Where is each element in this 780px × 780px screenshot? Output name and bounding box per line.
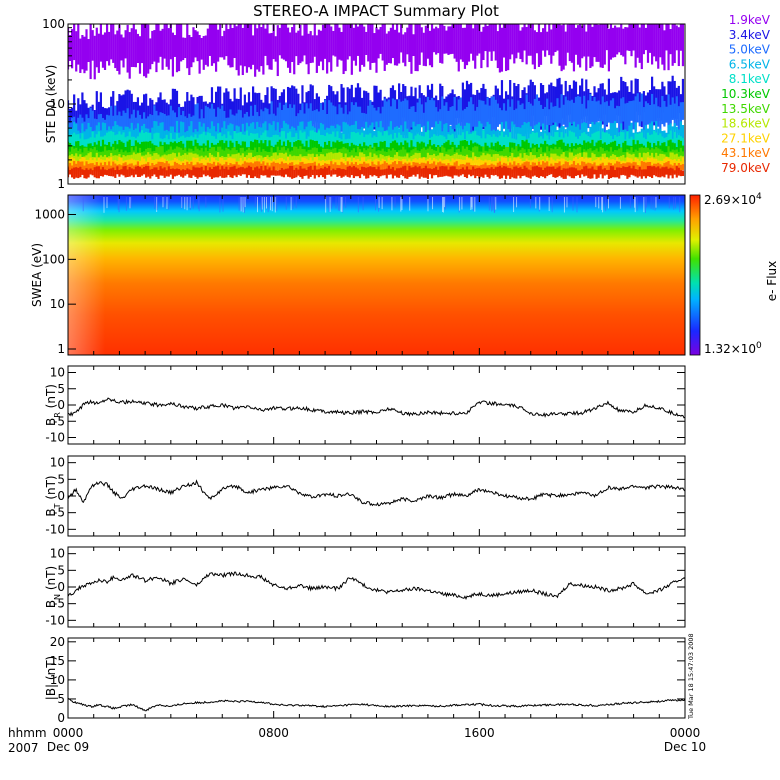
bt-tick-label: 5 bbox=[57, 472, 65, 486]
bmag-y-label: |B| (nT) bbox=[44, 656, 58, 700]
bmag-tick-label: 0 bbox=[57, 711, 65, 725]
bt-frame bbox=[67, 455, 686, 537]
generation-timestamp: Tue Mar 18 15:47:03 2008 bbox=[687, 633, 695, 720]
x-tick-hhmm: 0000 bbox=[670, 726, 701, 740]
swea-y-axis: 1 10 100 1000 bbox=[34, 207, 76, 356]
legend-item: 79.0keV bbox=[721, 161, 771, 175]
ste-tick-label: 100 bbox=[42, 17, 65, 31]
bmag-y-axis: 0 5 10 15 20 bbox=[50, 635, 685, 725]
bmag-tick-label: 15 bbox=[50, 654, 65, 668]
legend-item: 8.1keV bbox=[729, 72, 771, 86]
br-series-line bbox=[68, 397, 685, 419]
bt-series-line bbox=[68, 479, 685, 507]
ste-y-axis: 1 10 100 bbox=[42, 17, 76, 191]
bt-tick-label: -10 bbox=[45, 522, 65, 536]
swea-tick-label: 10 bbox=[50, 297, 65, 311]
x-tick-hhmm: 1600 bbox=[464, 726, 495, 740]
br-tick-label: 5 bbox=[57, 382, 65, 396]
legend-item: 18.6keV bbox=[721, 117, 771, 131]
br-tick-label: 10 bbox=[50, 366, 65, 380]
bmag-panel: 0 5 10 15 20 |B| (nT) Tue Mar 18 15:47:03 20… bbox=[44, 633, 695, 725]
bmag-tick-label: 20 bbox=[50, 635, 65, 649]
ste-spectra bbox=[68, 24, 685, 180]
swea-streaks bbox=[82, 197, 681, 213]
x-tick-hhmm: 0800 bbox=[258, 726, 289, 740]
bmag-tick-label: 5 bbox=[57, 692, 65, 706]
swea-tick-label: 1000 bbox=[34, 207, 65, 221]
br-tick-label: -10 bbox=[45, 431, 65, 445]
legend-item: 43.1keV bbox=[721, 146, 771, 160]
legend-item: 27.1keV bbox=[721, 131, 771, 145]
bt-tick-label: 10 bbox=[50, 456, 65, 470]
bn-tick-label: 10 bbox=[50, 547, 65, 561]
ste-tick-label: 1 bbox=[57, 177, 65, 191]
br-tick-label: 0 bbox=[57, 398, 65, 412]
ste-tick-label: 10 bbox=[50, 97, 65, 111]
x-tick-date: Dec 09 bbox=[47, 740, 89, 754]
colorbar-label: e- Flux bbox=[765, 261, 779, 301]
bmag-tick-label: 10 bbox=[50, 673, 65, 687]
ste-y-label: STE D0 (keV) bbox=[44, 65, 58, 144]
ste-panel: 1 10 100 STE D0 (keV) 1.9keV3.4keV5.0keV6.… bbox=[42, 13, 771, 191]
legend-item: 5.0keV bbox=[729, 43, 771, 57]
bmag-series-line bbox=[68, 697, 685, 712]
colorbar-max-label: 2.69×104 bbox=[704, 192, 762, 207]
colorbar bbox=[689, 194, 701, 356]
x-tick-date: Dec 10 bbox=[664, 740, 706, 754]
ste-legend: 1.9keV3.4keV5.0keV6.5keV8.1keV10.3keV13.… bbox=[721, 13, 771, 175]
bn-tick-label: -10 bbox=[45, 613, 65, 627]
br-y-axis: -10 -5 0 5 10 bbox=[45, 366, 685, 445]
swea-panel: 1 10 100 1000 SWEA (eV) 2.69×104 1.32×100 e… bbox=[30, 192, 779, 356]
swea-early-bright-band bbox=[68, 195, 685, 355]
bt-y-axis: -10 -5 0 5 10 bbox=[45, 456, 685, 536]
bn-y-axis: -10 -5 0 5 10 bbox=[45, 547, 685, 627]
legend-item: 1.9keV bbox=[729, 13, 771, 27]
bt-tick-label: -5 bbox=[53, 506, 65, 520]
x-tick-hhmm: 0000 bbox=[53, 726, 84, 740]
legend-item: 13.5keV bbox=[721, 102, 771, 116]
br-tick-label: -5 bbox=[53, 414, 65, 428]
bn-tick-label: -5 bbox=[53, 597, 65, 611]
legend-item: 10.3keV bbox=[721, 87, 771, 101]
bn-tick-label: 5 bbox=[57, 563, 65, 577]
colorbar-min-label: 1.32×100 bbox=[704, 341, 762, 356]
legend-item: 3.4keV bbox=[729, 28, 771, 42]
swea-y-label: SWEA (eV) bbox=[30, 243, 44, 307]
swea-tick-label: 100 bbox=[42, 252, 65, 266]
bt-tick-label: 0 bbox=[57, 489, 65, 503]
swea-tick-label: 1 bbox=[57, 342, 65, 356]
legend-item: 6.5keV bbox=[729, 57, 771, 71]
x-row2-label: 2007 bbox=[8, 741, 39, 755]
bn-series-line bbox=[68, 571, 685, 600]
plot-title: STEREO-A IMPACT Summary Plot bbox=[253, 2, 499, 20]
bn-tick-label: 0 bbox=[57, 580, 65, 594]
x-row1-label: hhmm bbox=[8, 726, 47, 740]
